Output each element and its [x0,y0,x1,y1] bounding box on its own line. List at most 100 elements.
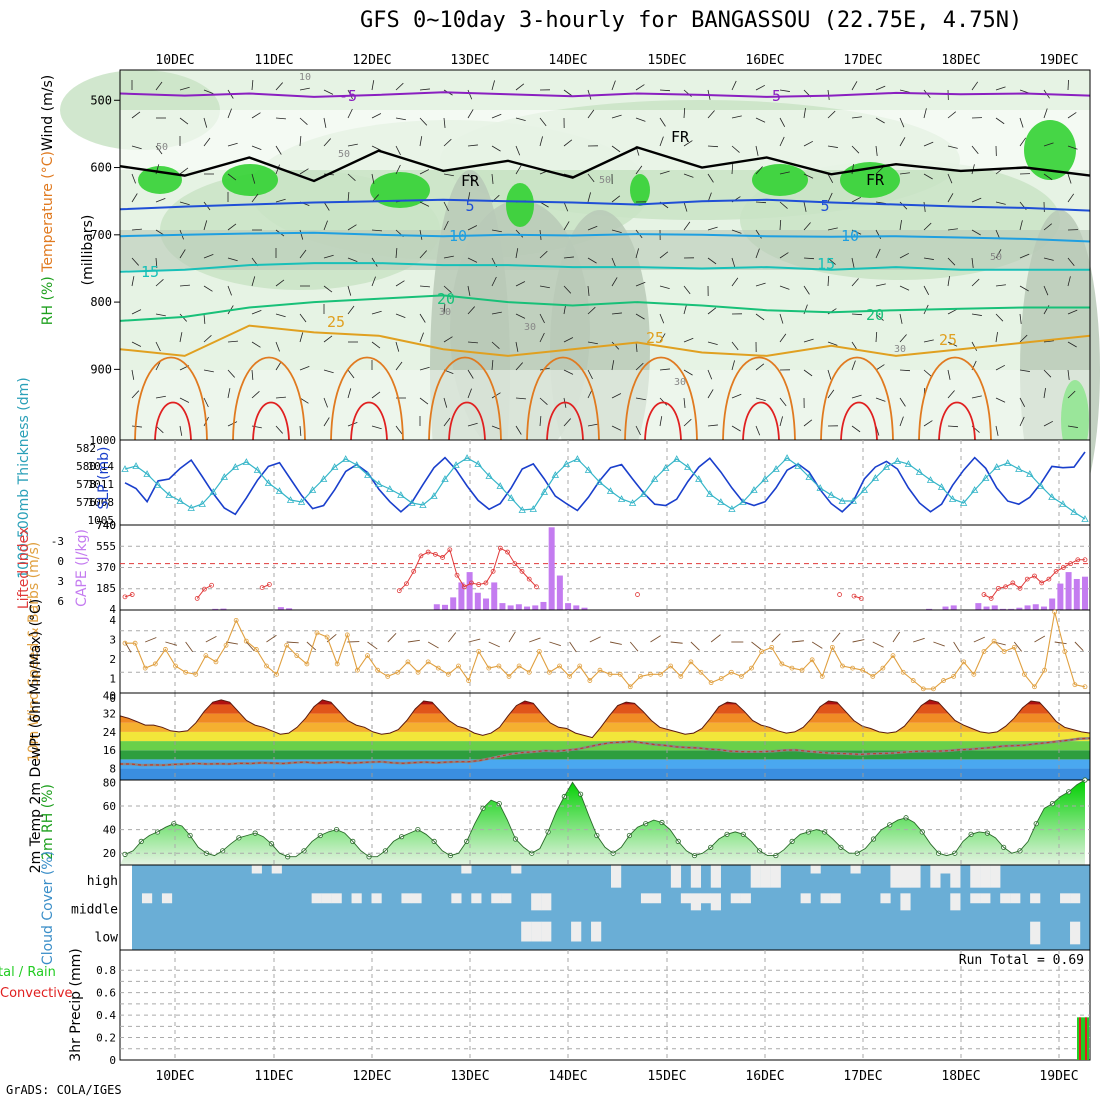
temp-line [119,699,1091,739]
ua-ylabel-part: Wind (m/s) [40,75,56,151]
wind-barb-10m [245,641,255,652]
footer-credit: GrADS: COLA/IGES [6,1083,122,1097]
wind-barb [803,338,814,343]
wind-barb [419,313,426,323]
wind-barb [827,257,836,265]
date-label-bottom: 17DEC [843,1069,882,1084]
wind-barb [947,369,951,380]
li-point [396,588,402,594]
contour-label: 10 [299,72,311,83]
wind-barb [995,313,1004,322]
wind-barb [851,257,855,268]
cloud-clear-cell [930,865,941,888]
thickness-point [496,482,504,489]
wind-barb [731,80,737,91]
wind-barb-10m [811,641,823,649]
wind-barb [251,341,261,348]
contour-label: 30 [894,344,906,355]
wind-barb [875,364,885,371]
date-label-bottom: 10DEC [155,1069,194,1084]
thickness-point [165,491,173,498]
wind-barb [347,305,355,315]
thickness-point [805,473,813,480]
wind-barb [611,80,616,91]
wind-barb [227,421,238,427]
wind-barb [779,89,790,92]
wind-barb [491,360,494,371]
cape-bar [950,605,957,610]
thickness-point [717,498,725,505]
contour-label: 50 [599,175,611,186]
li-tick-label: -3 [51,535,64,548]
wind-barb [131,276,135,287]
wind-barb [587,423,598,427]
wind-barb [371,229,382,232]
thickness-point [342,455,350,462]
li-point [837,592,842,597]
wind-speed-line [125,611,1086,690]
temp-contour-35 [742,401,780,441]
wind-barb [635,248,639,259]
date-label-top: 11DEC [254,53,293,68]
cape-tick-label: 555 [96,540,116,553]
wind-barb [683,337,694,343]
wind-barb [515,397,526,400]
wind-barb [563,173,574,177]
wind-barb [1067,309,1078,315]
ytick-label: 500 [90,93,112,107]
wind-barb [1019,313,1022,324]
wind-barb [779,397,787,407]
wind-barb-10m [852,639,865,643]
temp-band [120,741,1090,751]
wind-barb [299,249,307,259]
cloud-clear-cell [890,865,901,888]
wind-barb [347,285,352,296]
wind-barb [563,221,570,231]
cape-bar [524,606,531,610]
wind-barb [755,282,766,287]
ytick-label: 60 [103,800,116,813]
wind-barb [155,279,164,287]
wind-barb [803,222,811,231]
wind-barb [275,82,283,91]
rh-high-area [506,183,534,227]
cape-bar [999,608,1006,610]
wind-barb [251,145,262,150]
wind-barb [563,201,569,212]
cloud-clear-cell [501,893,512,904]
cloud-clear-cell [1000,893,1011,904]
contour-label: FR [866,171,885,189]
wind-barb [131,309,142,315]
slp-line [124,451,1086,516]
wind-barb [491,276,497,287]
wind-barb [1043,285,1049,296]
wind-barb [299,366,310,371]
wind-barb [371,391,381,399]
wind-barb [515,229,524,238]
cloud-row-label: high [87,874,118,889]
wind-barb [995,364,1006,371]
wind-barb [563,369,574,375]
wind-barb [1067,145,1078,150]
wind-barb [587,173,595,183]
wind-barb [851,313,863,316]
wind-barb [635,165,643,175]
li-tick-label: 0 [57,555,64,568]
cloud-clear-cell [640,893,652,904]
wind-barb [659,136,664,147]
thickness-point [1037,482,1045,489]
li-point [988,596,994,601]
wind-barb [947,111,957,119]
wind-barb [683,285,691,295]
wind-barb [923,108,927,119]
thickness-point [485,472,493,479]
wind-barb-10m [266,634,277,643]
wind-barb [299,229,304,240]
wind-barb [683,221,691,231]
wind-barb [395,82,404,91]
ytick-label-top: 1000 [90,434,117,447]
wind-barb [323,397,328,408]
wind-barb [971,341,978,352]
temp-band [120,699,1090,705]
wind-barb [707,145,719,148]
